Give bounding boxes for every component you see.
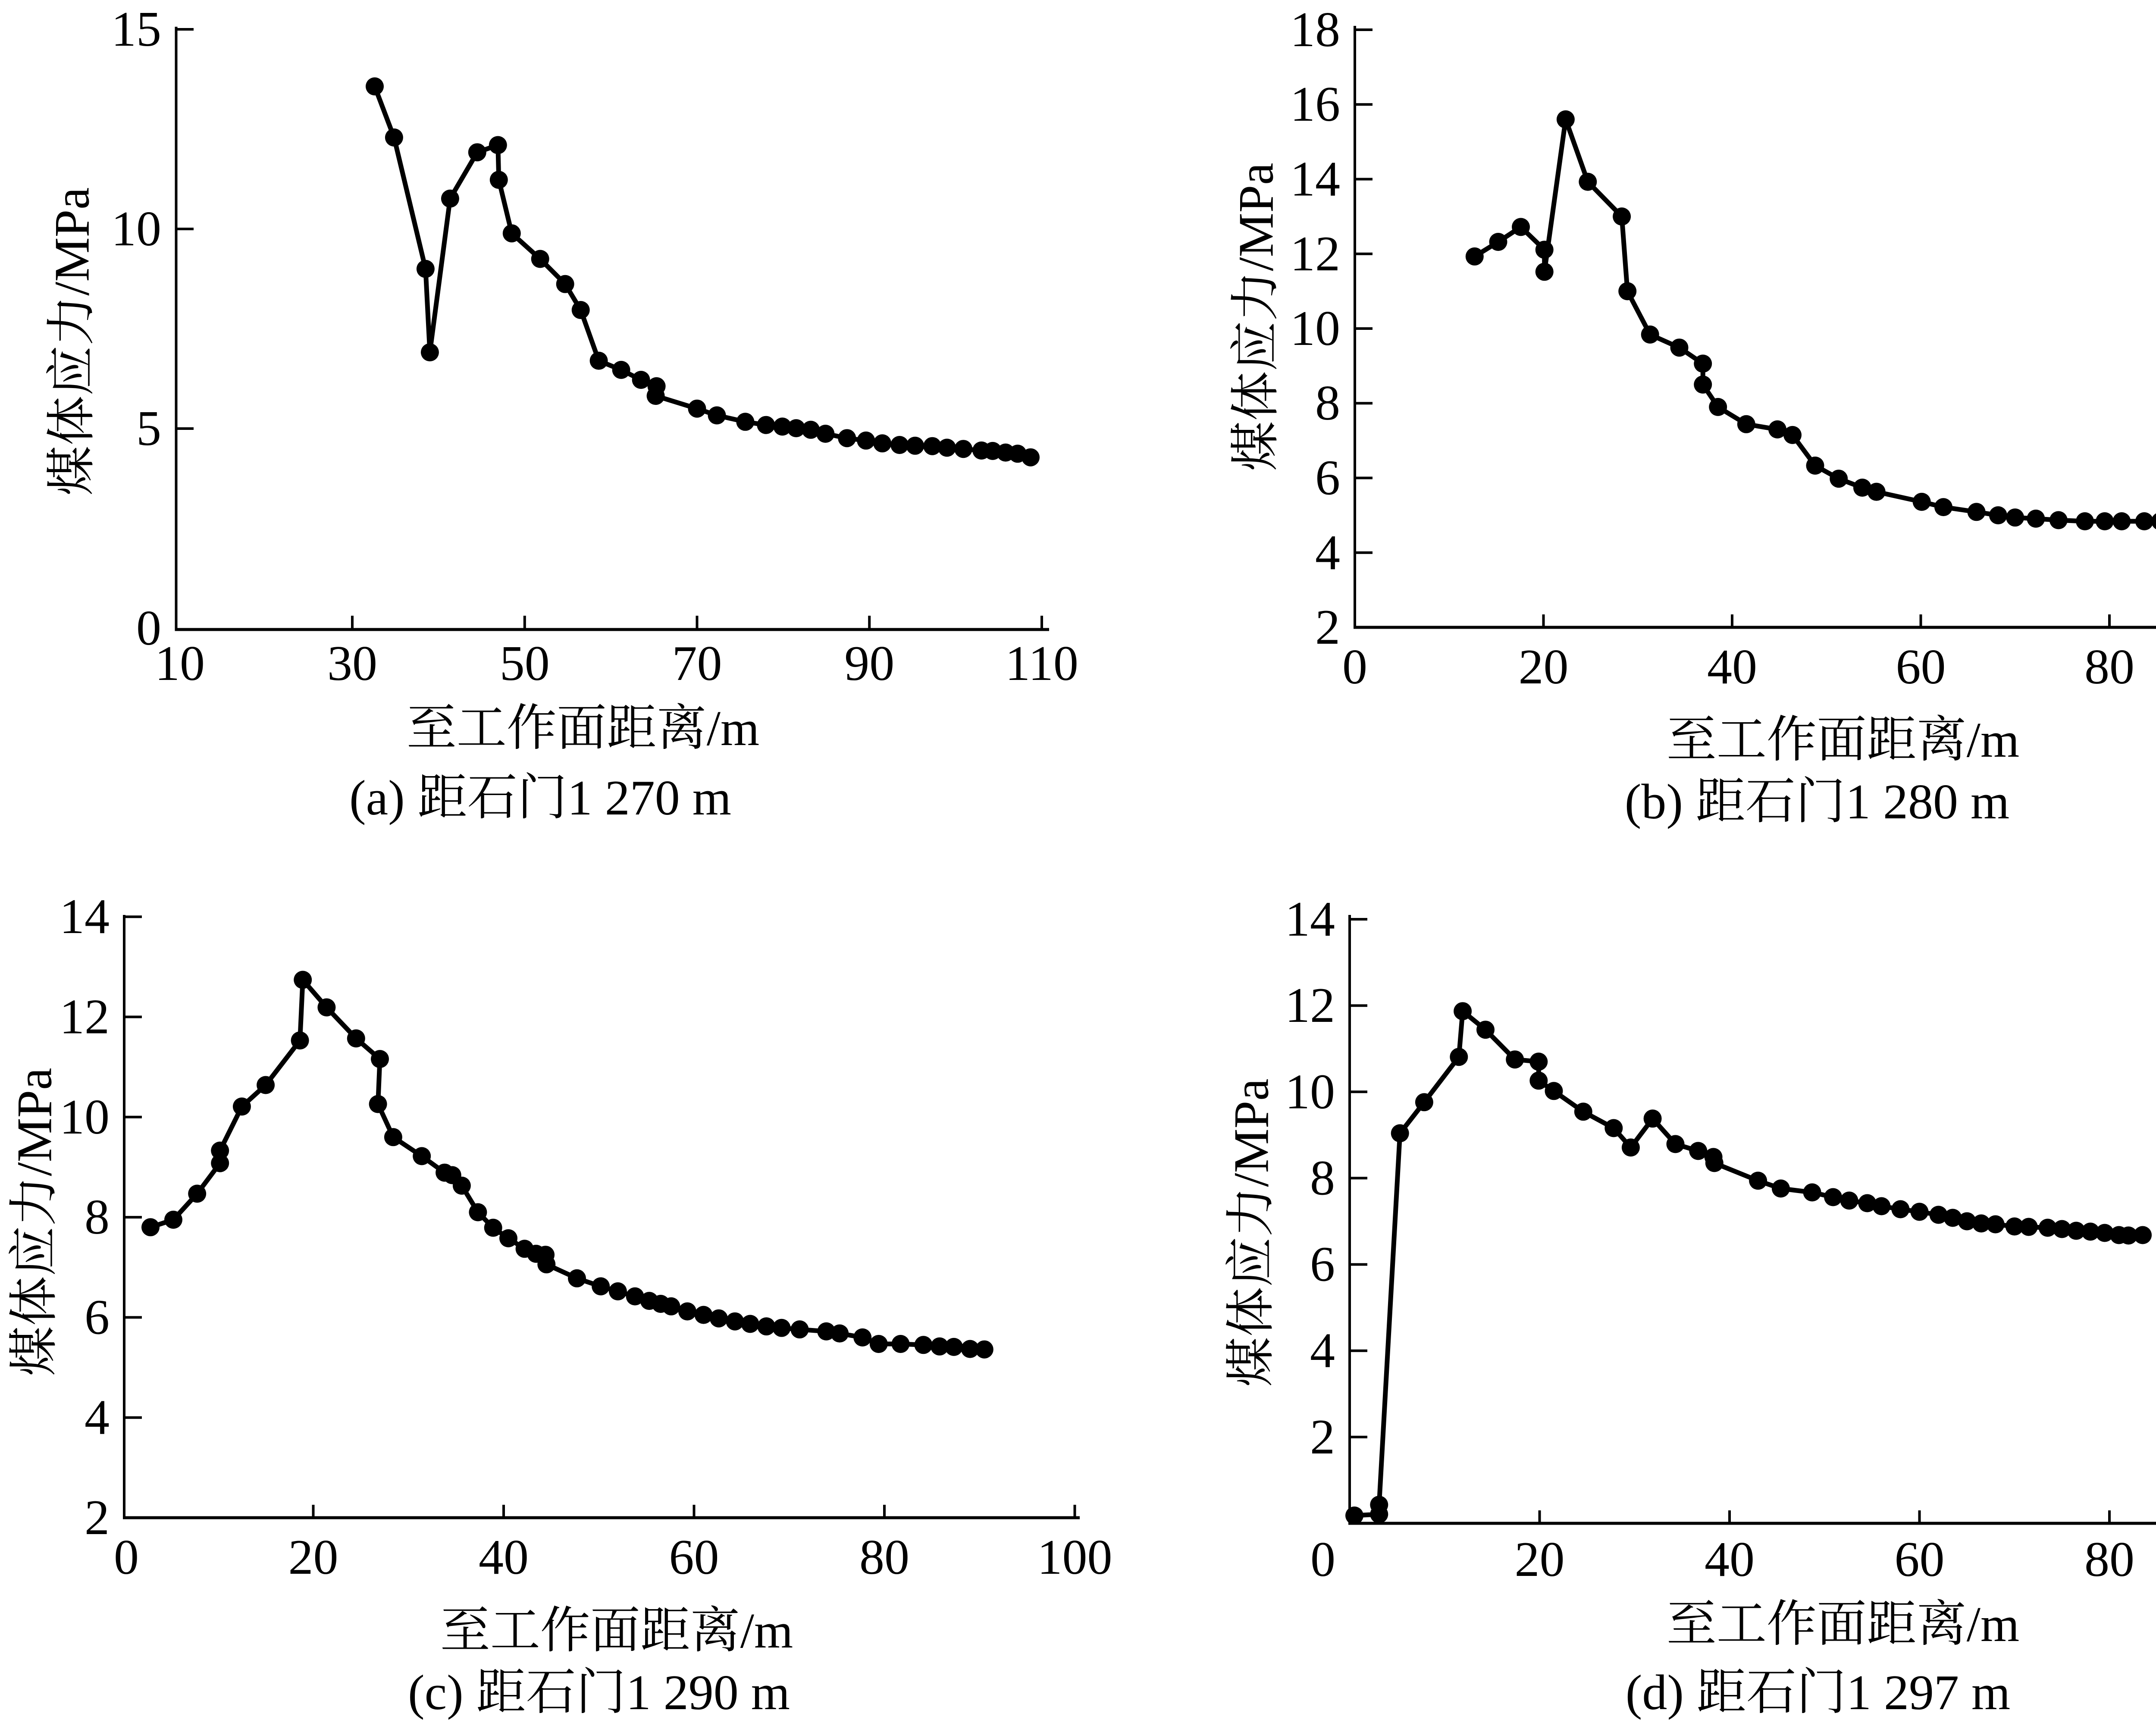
svg-text:(d): (d) [1626, 1665, 1696, 1720]
svg-text:20: 20 [288, 1530, 338, 1585]
svg-text:5: 5 [136, 401, 161, 456]
svg-text:10: 10 [111, 201, 161, 257]
svg-text:80: 80 [859, 1530, 909, 1585]
svg-text:10: 10 [60, 1090, 110, 1145]
svg-text:1 280 m: 1 280 m [1846, 774, 2009, 830]
svg-text:0: 0 [1310, 1532, 1335, 1587]
svg-text:50: 50 [500, 636, 550, 691]
svg-text:1 270 m: 1 270 m [567, 770, 731, 826]
svg-text:60: 60 [669, 1530, 719, 1585]
svg-text:/MPa: /MPa [7, 1068, 62, 1176]
svg-text:14: 14 [1285, 892, 1335, 947]
svg-text:15: 15 [111, 2, 161, 57]
svg-text:/MPa: /MPa [1228, 163, 1284, 271]
svg-text:10: 10 [155, 636, 205, 691]
svg-text:6: 6 [1310, 1237, 1335, 1292]
svg-text:4: 4 [1315, 525, 1340, 580]
svg-text:8: 8 [1315, 376, 1340, 431]
svg-text:/MPa: /MPa [44, 187, 100, 295]
svg-text:40: 40 [1707, 639, 1757, 695]
svg-text:20: 20 [1515, 1532, 1565, 1587]
svg-text:80: 80 [2084, 639, 2134, 695]
svg-text:8: 8 [85, 1190, 110, 1245]
svg-text:/m: /m [707, 701, 759, 756]
svg-text:(a): (a) [349, 770, 417, 826]
svg-text:12: 12 [1290, 226, 1340, 282]
svg-text:40: 40 [1705, 1532, 1755, 1587]
svg-text:2: 2 [85, 1490, 110, 1545]
svg-text:6: 6 [1315, 451, 1340, 506]
svg-text:90: 90 [844, 636, 894, 691]
svg-text:(b): (b) [1625, 774, 1695, 830]
svg-text:14: 14 [60, 889, 110, 944]
svg-text:18: 18 [1290, 2, 1340, 57]
svg-text:16: 16 [1290, 77, 1340, 132]
svg-text:80: 80 [2084, 1532, 2134, 1587]
svg-text:1 290 m: 1 290 m [626, 1665, 790, 1720]
svg-text:100: 100 [1037, 1530, 1112, 1585]
svg-text:20: 20 [1519, 639, 1569, 695]
svg-text:0: 0 [136, 601, 161, 656]
svg-text:12: 12 [1285, 978, 1335, 1033]
svg-text:6: 6 [85, 1290, 110, 1345]
svg-text:/m: /m [1967, 1597, 2019, 1652]
svg-text:70: 70 [672, 636, 722, 691]
svg-text:4: 4 [1310, 1323, 1335, 1378]
svg-text:/m: /m [1967, 713, 2019, 768]
svg-text:12: 12 [60, 990, 110, 1045]
svg-text:0: 0 [114, 1530, 139, 1585]
svg-text:30: 30 [327, 636, 377, 691]
svg-text:4: 4 [85, 1390, 110, 1445]
svg-text:/m: /m [740, 1604, 793, 1659]
svg-text:(c): (c) [408, 1665, 476, 1720]
svg-text:8: 8 [1310, 1150, 1335, 1206]
svg-text:2: 2 [1310, 1409, 1335, 1465]
svg-text:10: 10 [1285, 1064, 1335, 1119]
svg-text:60: 60 [1895, 1532, 1945, 1587]
svg-text:10: 10 [1290, 301, 1340, 356]
svg-text:/MPa: /MPa [1224, 1078, 1279, 1187]
svg-text:1 297 m: 1 297 m [1846, 1665, 2010, 1720]
svg-text:0: 0 [1342, 639, 1367, 695]
svg-text:40: 40 [479, 1530, 529, 1585]
svg-text:14: 14 [1290, 152, 1340, 207]
svg-text:110: 110 [1005, 636, 1078, 691]
svg-text:2: 2 [1315, 600, 1340, 655]
svg-text:60: 60 [1896, 639, 1946, 695]
